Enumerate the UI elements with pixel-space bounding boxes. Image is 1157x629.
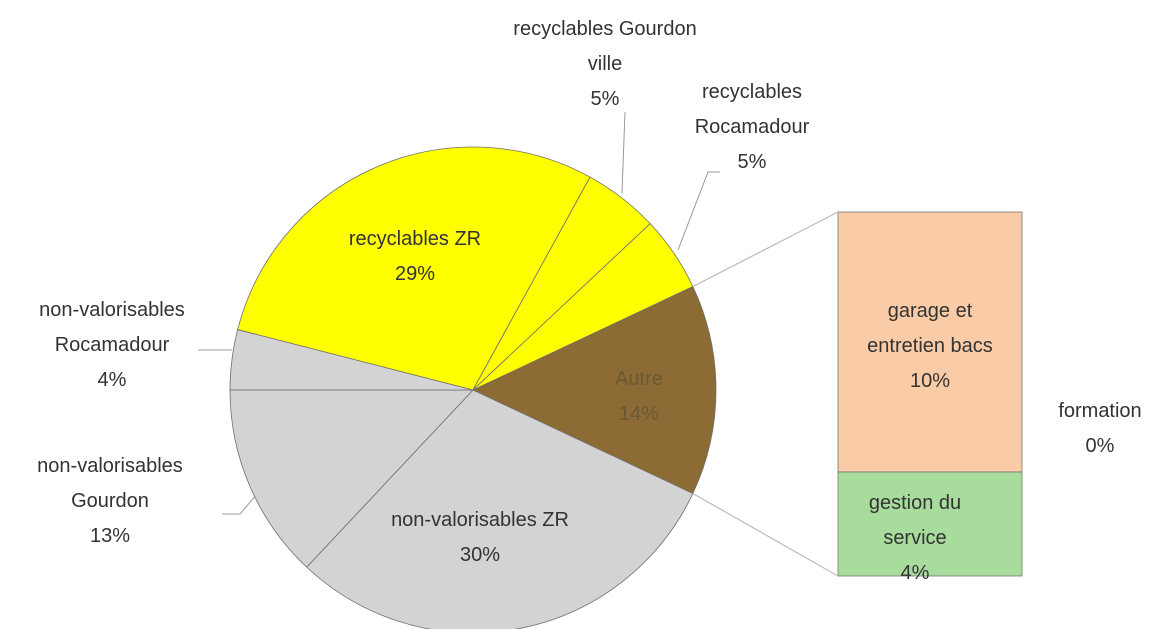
bar-segment (837, 211, 1023, 473)
label-name: non-valorisables ZR (391, 509, 569, 531)
label-value: 4% (900, 562, 930, 584)
label-value: 30% (459, 544, 501, 566)
pie-slice (472, 286, 717, 494)
data-label: non-valorisables Rocamadour 4% (17, 293, 207, 398)
connector-line (692, 492, 839, 577)
leader-line (621, 111, 626, 194)
label-value: 5% (590, 88, 620, 110)
label-name: formation (1058, 400, 1142, 422)
data-label: recyclables Rocamadour 5% (672, 75, 832, 180)
data-label: formation 0% (1040, 394, 1157, 464)
label-value: 13% (89, 525, 131, 547)
data-label: non-valorisables ZR 30% (330, 503, 630, 573)
data-label: Autre 14% (579, 362, 699, 432)
data-label: garage et entretien bacs 10% (850, 294, 1010, 399)
pie-slice (237, 146, 591, 391)
connector-line (692, 211, 839, 288)
label-name: garage et entretien bacs (867, 300, 993, 357)
label-name: recyclables ZR (348, 228, 482, 250)
label-name: non-valorisables Rocamadour (39, 299, 185, 356)
label-value: 14% (618, 403, 660, 425)
label-name: non-valorisables Gourdon (37, 455, 183, 512)
data-label: gestion du service 4% (845, 486, 985, 591)
label-value: 10% (909, 370, 951, 392)
data-label: recyclables Gourdon ville 5% (500, 12, 710, 117)
label-name: recyclables Gourdon ville (513, 18, 697, 75)
leader-line (677, 171, 720, 251)
label-name: gestion du service (868, 492, 962, 549)
label-value: 4% (97, 369, 127, 391)
label-name: Autre (615, 368, 663, 390)
data-label: non-valorisables Gourdon 13% (15, 449, 205, 554)
bar-segment (837, 471, 1023, 577)
label-value: 29% (394, 263, 436, 285)
label-value: 5% (737, 151, 767, 173)
pie-slice (229, 389, 474, 568)
data-label: recyclables ZR 29% (290, 222, 540, 292)
label-value: 0% (1085, 435, 1115, 457)
label-name: recyclables Rocamadour (694, 81, 810, 138)
